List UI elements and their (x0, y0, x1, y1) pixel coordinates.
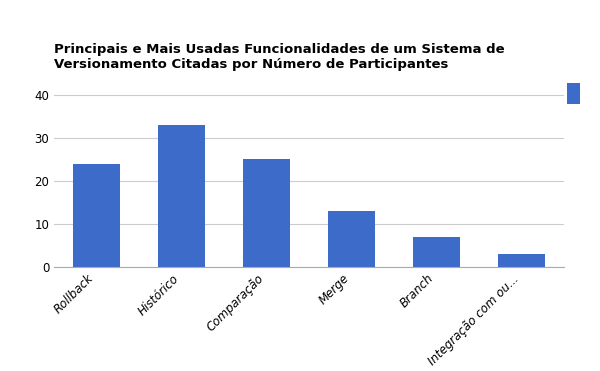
Text: Principais e Mais Usadas Funcionalidades de um Sistema de
Versionamento Citadas : Principais e Mais Usadas Funcionalidades… (54, 43, 505, 71)
Bar (73, 164, 120, 267)
Bar (498, 254, 545, 267)
Bar (328, 211, 375, 267)
Bar (158, 125, 205, 267)
Bar (413, 237, 460, 267)
Bar (243, 159, 290, 267)
